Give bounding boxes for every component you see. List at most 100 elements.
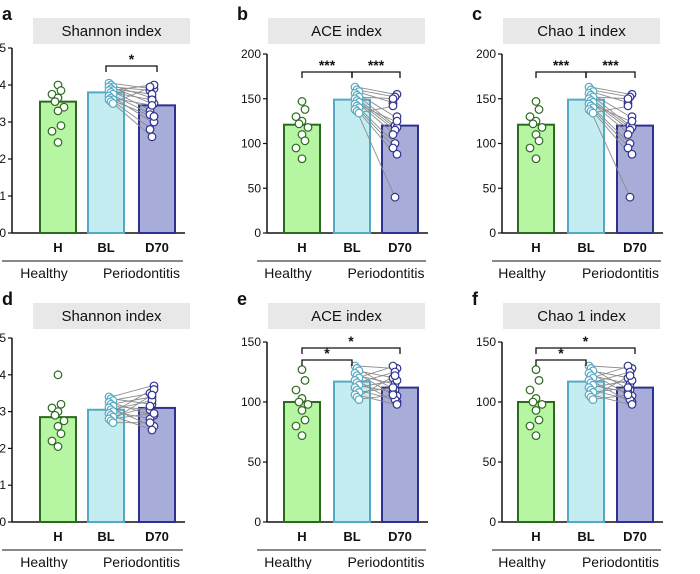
- y-tick-label: 4: [0, 78, 6, 92]
- data-point-d70: [627, 149, 637, 159]
- data-point-d70: [623, 390, 633, 400]
- data-point-d70: [145, 418, 155, 428]
- panel-f: f Chao 1 index 0 50 100 150 * * H BL D70 Healthy Per…: [472, 289, 663, 570]
- pair-line: [590, 109, 631, 155]
- data-point-h: [297, 97, 307, 106]
- y-tick-label: 5: [0, 331, 6, 345]
- pair-line: [590, 101, 631, 135]
- pair-line: [356, 387, 396, 393]
- data-point-d70: [388, 101, 398, 111]
- group-label-periodontitis: Periodontitis: [103, 554, 180, 569]
- significance-bracket: [105, 65, 158, 72]
- panel-label: c: [472, 4, 482, 24]
- panel-c: c Chao 1 index 0 50 100 150 200 *** *** H BL D70 Hea…: [472, 4, 663, 281]
- panel-label: e: [237, 289, 247, 309]
- group-label-healthy: Healthy: [20, 265, 67, 281]
- data-point-h: [291, 385, 301, 395]
- panel-label: a: [2, 4, 13, 24]
- data-point-h: [56, 399, 66, 409]
- data-point-h: [53, 442, 63, 451]
- pair-line: [110, 400, 153, 411]
- data-point-h: [534, 136, 544, 146]
- y-tick-label: 100: [476, 395, 496, 409]
- bar-bl: [333, 380, 371, 523]
- pair-line: [110, 84, 153, 91]
- panel-label: d: [2, 289, 13, 309]
- data-point-d70: [388, 383, 398, 393]
- data-point-d70: [388, 94, 398, 104]
- significance-label: ***: [368, 57, 385, 73]
- data-point-d70: [388, 390, 398, 400]
- pair-line: [110, 412, 153, 420]
- chart-title: Chao 1 index: [537, 308, 626, 325]
- chart-title: ACE index: [311, 23, 382, 40]
- y-tick-label: 2: [0, 152, 6, 166]
- data-point-h: [47, 436, 57, 446]
- data-point-bl: [588, 108, 598, 118]
- x-tick-label: H: [297, 529, 306, 544]
- pair-line: [356, 86, 396, 95]
- group-label-periodontitis: Periodontitis: [582, 265, 659, 281]
- pair-line: [590, 394, 631, 401]
- pair-line: [590, 89, 631, 98]
- pair-line: [110, 394, 153, 422]
- bar-bl: [333, 98, 371, 234]
- chart-title-box: [33, 18, 190, 44]
- pair-line: [590, 387, 631, 393]
- data-point-h: [534, 376, 544, 385]
- data-point-h: [294, 397, 304, 407]
- pair-line: [590, 371, 631, 384]
- data-point-d70: [392, 149, 402, 159]
- pair-line: [110, 401, 153, 416]
- data-point-h: [47, 126, 57, 136]
- y-tick-label: 3: [0, 115, 6, 129]
- data-point-h: [53, 370, 63, 380]
- panel-b: b ACE index 0 50 100 150 200 *** *** H BL D70 Health…: [237, 4, 428, 281]
- x-tick-label: D70: [145, 529, 169, 544]
- pair-line: [356, 375, 396, 385]
- y-tick-label: 2: [0, 441, 6, 455]
- chart-title: ACE index: [311, 308, 382, 325]
- data-point-h: [525, 385, 535, 395]
- data-point-bl: [588, 395, 598, 405]
- group-label-periodontitis: Periodontitis: [103, 265, 180, 281]
- bar-d70: [381, 386, 419, 523]
- group-label-healthy: Healthy: [264, 265, 311, 281]
- data-point-d70: [149, 409, 159, 418]
- pair-line: [590, 375, 631, 398]
- pair-line: [356, 105, 396, 114]
- y-tick-label: 5: [0, 41, 6, 55]
- chart-title: Shannon index: [61, 23, 162, 40]
- data-point-h: [53, 106, 63, 116]
- chart-title-box: [503, 303, 660, 329]
- significance-label: *: [583, 333, 589, 349]
- pair-line: [110, 82, 153, 90]
- y-tick-label: 100: [241, 137, 261, 151]
- data-point-h: [303, 400, 313, 409]
- data-point-h: [531, 406, 541, 415]
- x-tick-label: BL: [577, 240, 594, 255]
- data-point-h: [534, 415, 544, 425]
- bar-bl: [87, 91, 125, 235]
- data-point-h: [50, 97, 60, 107]
- panel-d: d Shannon index 0 1 2 3 4 5 H BL D70 Healthy Periodo…: [0, 289, 190, 570]
- y-tick-label: 0: [0, 226, 6, 240]
- pair-line: [590, 365, 631, 379]
- bar-d70: [381, 124, 419, 234]
- y-tick-label: 1: [0, 478, 6, 492]
- y-tick-label: 0: [489, 226, 496, 240]
- data-point-bl: [108, 99, 118, 108]
- significance-label: *: [348, 333, 354, 349]
- group-label-healthy: Healthy: [498, 554, 545, 569]
- data-point-h: [56, 86, 66, 95]
- data-point-h: [531, 97, 541, 106]
- data-point-h: [56, 121, 66, 131]
- panel-a: a Shannon index 0 1 2 3 4 5 * H BL D70 Healthy Period…: [0, 4, 190, 281]
- y-tick-label: 0: [254, 226, 261, 240]
- data-point-h: [291, 143, 301, 153]
- group-label-healthy: Healthy: [20, 554, 67, 569]
- significance-label: *: [129, 51, 135, 67]
- data-point-h: [531, 431, 541, 441]
- data-point-d70: [623, 130, 633, 139]
- significance-bracket: [301, 359, 353, 366]
